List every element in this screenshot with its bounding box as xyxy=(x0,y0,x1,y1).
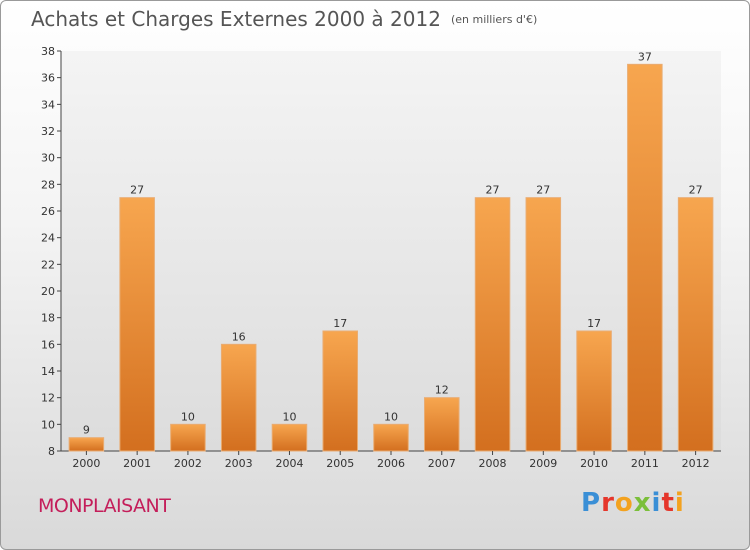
bar-value-label: 17 xyxy=(333,317,347,330)
proxiti-logo: Proxiti xyxy=(581,488,685,518)
bar-value-label: 12 xyxy=(435,384,449,397)
y-tick-label: 10 xyxy=(41,418,55,431)
city-name: MONPLAISANT xyxy=(38,495,171,517)
x-tick-label: 2010 xyxy=(580,457,608,470)
y-tick-label: 20 xyxy=(41,285,55,298)
x-tick-label: 2003 xyxy=(225,457,253,470)
bar-value-label: 9 xyxy=(83,424,90,437)
y-tick-label: 28 xyxy=(41,178,55,191)
y-tick-label: 8 xyxy=(48,445,55,458)
bar xyxy=(424,397,460,452)
bar xyxy=(474,197,511,452)
y-tick-label: 18 xyxy=(41,312,55,325)
x-tick-label: 2011 xyxy=(631,457,659,470)
x-tick-label: 2001 xyxy=(123,457,151,470)
y-tick-label: 38 xyxy=(41,45,55,58)
bar-value-label: 16 xyxy=(232,330,246,343)
y-tick-label: 12 xyxy=(41,392,55,405)
x-tick-label: 2005 xyxy=(326,457,354,470)
chart-subtitle: (en milliers d'€) xyxy=(450,13,538,26)
bar-value-label: 27 xyxy=(689,184,703,197)
bar xyxy=(68,437,105,452)
bar xyxy=(170,423,206,452)
bar-value-label: 27 xyxy=(536,184,550,197)
y-tick-label: 24 xyxy=(41,232,55,245)
bar xyxy=(322,330,358,452)
y-tick-label: 34 xyxy=(41,98,55,111)
x-tick-label: 2006 xyxy=(377,457,405,470)
y-tick-label: 16 xyxy=(41,338,55,351)
bar-value-label: 37 xyxy=(638,50,652,63)
bar xyxy=(677,197,714,452)
bar xyxy=(525,197,562,452)
chart-title: Achats et Charges Externes 2000 à 2012 (e… xyxy=(31,7,537,31)
bar xyxy=(576,330,612,452)
y-tick-label: 30 xyxy=(41,152,55,165)
y-tick-label: 32 xyxy=(41,125,55,138)
y-tick-label: 22 xyxy=(41,258,55,271)
bar xyxy=(271,423,308,452)
bar-value-label: 17 xyxy=(587,317,601,330)
y-tick-label: 36 xyxy=(41,72,55,85)
bar-value-label: 10 xyxy=(384,410,398,423)
x-tick-label: 2000 xyxy=(72,457,100,470)
plot-area xyxy=(61,51,721,451)
x-tick-label: 2002 xyxy=(174,457,202,470)
title-text: Achats et Charges Externes 2000 à 2012 xyxy=(31,7,441,31)
x-tick-label: 2009 xyxy=(529,457,557,470)
bar-value-label: 27 xyxy=(486,184,500,197)
bar-value-label: 10 xyxy=(181,410,195,423)
bar xyxy=(119,197,155,452)
bar-value-label: 10 xyxy=(282,410,296,423)
y-tick-label: 26 xyxy=(41,205,55,218)
x-tick-label: 2008 xyxy=(479,457,507,470)
x-tick-label: 2012 xyxy=(682,457,710,470)
bar xyxy=(220,343,257,452)
y-tick-label: 14 xyxy=(41,365,55,378)
bar xyxy=(373,423,409,452)
x-tick-label: 2007 xyxy=(428,457,456,470)
x-tick-label: 2004 xyxy=(275,457,303,470)
bar xyxy=(627,63,663,452)
bar-value-label: 27 xyxy=(130,184,144,197)
